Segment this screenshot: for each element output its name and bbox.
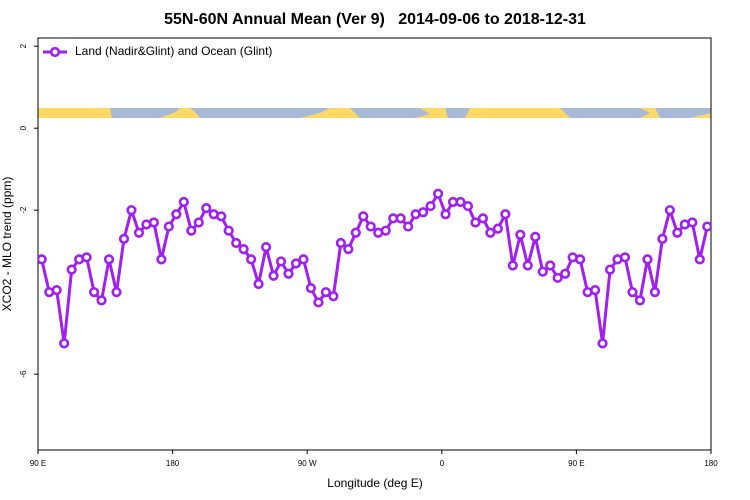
x-tick-label: 90 W <box>298 459 317 468</box>
data-point <box>440 209 451 220</box>
data-point <box>589 285 601 296</box>
data-point <box>186 225 197 236</box>
data-point <box>545 260 556 271</box>
data-point <box>171 209 182 220</box>
data-point <box>163 221 174 232</box>
data-point <box>223 225 234 236</box>
data-point <box>298 254 309 265</box>
data-point <box>687 217 698 228</box>
x-tick-label: 90 E <box>568 459 584 468</box>
x-tick-label: 0 <box>440 459 445 468</box>
data-point <box>657 233 668 244</box>
data-point <box>38 254 47 265</box>
data-point <box>88 287 100 298</box>
data-point <box>283 268 294 279</box>
legend-marker <box>49 46 61 58</box>
data-point <box>313 297 324 308</box>
data-point <box>649 287 661 298</box>
data-point <box>485 227 496 238</box>
data-point <box>500 209 511 220</box>
data-point <box>51 285 62 296</box>
data-point <box>560 268 571 279</box>
data-point <box>59 338 70 349</box>
data-point <box>403 221 414 232</box>
data-point <box>664 205 675 216</box>
y-axis-title: XCO2 - MLO trend (ppm) <box>0 177 14 312</box>
data-point <box>395 213 406 224</box>
chart-title: 55N-60N Annual Mean (Ver 9) 2014-09-06 t… <box>164 11 586 28</box>
data-point <box>477 213 489 224</box>
data-point <box>246 254 257 265</box>
data-point <box>133 227 145 238</box>
data-point <box>642 254 653 265</box>
data-point <box>201 203 212 214</box>
data-point <box>350 227 361 238</box>
data-point <box>305 282 317 294</box>
y-tick-label: 2 <box>19 43 28 48</box>
data-point <box>358 211 369 222</box>
data-point <box>126 205 137 216</box>
data-point <box>702 221 711 232</box>
data-point <box>619 252 631 263</box>
data-point <box>343 244 354 255</box>
data-point <box>507 260 518 271</box>
data-point <box>380 225 391 236</box>
data-point <box>156 254 167 265</box>
data-point <box>260 241 272 253</box>
data-point <box>238 244 249 255</box>
data-point <box>365 221 376 232</box>
data-point <box>627 287 638 298</box>
data-point <box>672 227 683 238</box>
data-point <box>118 233 130 244</box>
data-point <box>492 223 503 234</box>
data-point <box>216 211 227 222</box>
data-point <box>522 260 533 271</box>
x-axis-title: Longitude (deg E) <box>327 476 422 490</box>
data-point <box>597 338 608 349</box>
data-point <box>425 200 436 212</box>
data-point <box>253 278 264 290</box>
data-point <box>335 237 346 249</box>
data-point <box>575 254 586 265</box>
y-tick-label: 0 <box>19 125 28 130</box>
data-point <box>103 254 115 265</box>
data-point <box>290 258 302 269</box>
legend-label: Land (Nadir&Glint) and Ocean (Glint) <box>75 44 272 58</box>
data-point <box>694 254 705 265</box>
map-strip <box>38 108 711 118</box>
data-point <box>418 207 429 218</box>
data-point <box>66 264 77 275</box>
data-point <box>328 291 339 302</box>
x-tick-label: 180 <box>704 459 718 468</box>
data-point <box>96 295 107 306</box>
y-tick-label: -2 <box>19 206 28 214</box>
data-point <box>320 287 331 298</box>
data-point <box>530 231 541 242</box>
plot-frame <box>37 37 712 451</box>
data-point <box>148 217 160 228</box>
data-point <box>604 264 616 275</box>
x-tick-label: 180 <box>166 459 180 468</box>
plot-area <box>38 188 711 349</box>
data-point <box>455 196 466 208</box>
data-point <box>552 272 563 283</box>
data-point <box>268 270 279 281</box>
data-point <box>193 217 204 228</box>
data-point <box>178 196 189 208</box>
data-point <box>111 287 122 298</box>
data-point <box>231 237 242 249</box>
data-point <box>462 200 474 212</box>
x-tick-label: 90 E <box>30 459 46 468</box>
data-point <box>537 266 548 277</box>
data-point <box>634 295 646 306</box>
data-point <box>515 229 526 240</box>
data-point <box>432 188 444 199</box>
y-tick-label: -6 <box>19 370 28 378</box>
data-point <box>81 252 92 263</box>
data-point <box>470 217 481 228</box>
data-point <box>275 256 287 267</box>
